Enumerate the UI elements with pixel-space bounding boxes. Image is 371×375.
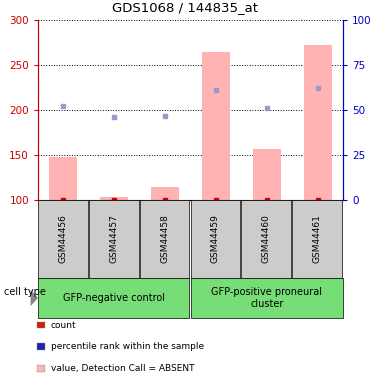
Bar [303,45,332,200]
Bar [151,186,179,200]
Bar [100,197,128,200]
Text: value, Detection Call = ABSENT: value, Detection Call = ABSENT [51,364,194,373]
Text: GFP-positive proneural
cluster: GFP-positive proneural cluster [211,287,322,309]
Text: percentile rank within the sample: percentile rank within the sample [51,342,204,351]
Text: cell type: cell type [4,287,46,297]
Text: GSM44456: GSM44456 [58,214,68,263]
Text: GDS1068 / 144835_at: GDS1068 / 144835_at [112,2,259,15]
Bar [253,149,281,200]
Bar [49,157,78,200]
Text: GSM44461: GSM44461 [312,214,322,263]
Text: GSM44457: GSM44457 [109,214,118,263]
Bar [202,51,230,200]
Text: GSM44459: GSM44459 [211,214,220,263]
Text: GSM44460: GSM44460 [262,214,271,263]
Text: GSM44458: GSM44458 [160,214,169,263]
Text: GFP-negative control: GFP-negative control [63,293,165,303]
Text: count: count [51,321,76,330]
